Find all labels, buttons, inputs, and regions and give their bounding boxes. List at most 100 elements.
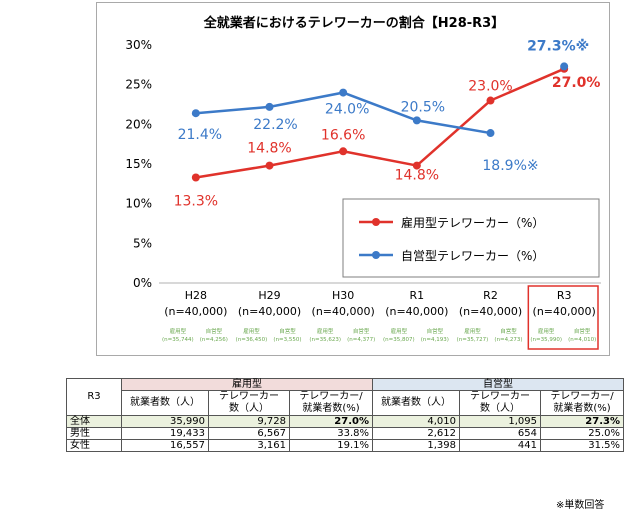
chart-panel: 全就業者におけるテレワーカーの割合【H28-R3】 0% 5% 10% 15% 20% 2… (96, 2, 610, 356)
x-sub-n-self: (n=4,256) (200, 337, 228, 343)
point-self (486, 129, 495, 138)
legend-marker (372, 218, 380, 226)
x-sub-label-employed: 雇用型 (243, 327, 260, 335)
point-self (265, 102, 274, 111)
table-corner: R3 (66, 378, 122, 416)
x-tick-sample: (n=40,000) (385, 305, 448, 318)
x-tick-label: H28 (185, 289, 207, 302)
x-sub-label-self: 自営型 (206, 327, 223, 335)
cell: 441 (459, 439, 541, 452)
highlight-box (527, 285, 599, 350)
col-teleworkers-self: テレワーカー 数（人） (459, 390, 541, 416)
cell: 25.0% (540, 427, 624, 440)
col-ratio-self: テレワーカー/就業者数(%) (540, 390, 624, 416)
cell: 16,557 (121, 439, 209, 452)
footnote: ※単数回答 (556, 500, 605, 511)
x-sub-n-employed: (n=36,450) (236, 337, 268, 343)
point-self (191, 109, 200, 118)
y-tick-label: 5% (133, 236, 152, 250)
point-self (412, 116, 421, 125)
data-label-employed: 14.8% (395, 168, 439, 184)
data-label-employed: 13.3% (174, 193, 218, 209)
x-tick-label: H29 (258, 289, 280, 302)
data-label-self: 27.3%※ (527, 38, 589, 54)
x-sub-label-employed: 雇用型 (391, 327, 408, 335)
cell: 654 (459, 427, 541, 440)
data-label-self: 21.4% (178, 127, 222, 143)
cell: 35,990 (121, 415, 209, 428)
group-self-header: 自営型 (372, 378, 624, 391)
x-sub-n-employed: (n=35,623) (309, 337, 341, 343)
x-tick-sample: (n=40,000) (238, 305, 301, 318)
col-teleworkers-employed: テレワーカー 数（人） (208, 390, 290, 416)
cell: 19,433 (121, 427, 209, 440)
x-tick-sample: (n=40,000) (312, 305, 375, 318)
x-sub-label-self: 自営型 (500, 327, 517, 335)
table-row: 全体 35,990 9,728 27.0% 4,010 1,095 27.3% (66, 415, 624, 428)
y-tick-label: 20% (125, 117, 152, 131)
y-tick-label: 30% (125, 38, 152, 52)
cell: 33.8% (289, 427, 373, 440)
legend-label: 自営型テレワーカー（%） (401, 249, 544, 263)
x-sub-label-self: 自営型 (279, 327, 296, 335)
row-label: 全体 (66, 415, 122, 428)
point-employed (265, 161, 274, 170)
point-employed (412, 161, 421, 170)
y-tick-label: 10% (125, 197, 152, 211)
series-line-employed (195, 67, 565, 179)
y-tick-label: 25% (125, 78, 152, 92)
data-label-self: 24.0% (325, 102, 369, 118)
cell: 3,161 (208, 439, 290, 452)
cell: 19.1% (289, 439, 373, 452)
row-label: 男性 (66, 427, 122, 440)
cell: 27.0% (289, 415, 373, 428)
telework-table: R3 雇用型 自営型 就業者数（人） テレワーカー 数（人） テレワーカー/就業者… (66, 378, 624, 452)
data-label-self: 22.2% (253, 117, 297, 133)
point-employed (191, 173, 200, 182)
table-row: 男性 19,433 6,567 33.8% 2,612 654 25.0% (66, 427, 624, 440)
x-sub-n-employed: (n=35,807) (383, 337, 415, 343)
cell: 1,398 (372, 439, 460, 452)
x-sub-n-employed: (n=35,744) (162, 337, 194, 343)
cell: 6,567 (208, 427, 290, 440)
x-sub-label-self: 自営型 (353, 327, 370, 335)
line-chart: 全就業者におけるテレワーカーの割合【H28-R3】 0% 5% 10% 15% 20% 2… (125, 15, 601, 350)
x-sub-n-self: (n=4,193) (421, 337, 449, 343)
x-sub-label-employed: 雇用型 (170, 327, 187, 335)
x-sub-n-self: (n=3,550) (273, 337, 301, 343)
x-sub-label-self: 自営型 (574, 327, 591, 335)
x-sub-n-self: (n=4,010) (568, 337, 596, 343)
x-sub-label-self: 自営型 (427, 327, 444, 335)
y-tick-label: 15% (125, 157, 152, 171)
x-tick-sample: (n=40,000) (459, 305, 522, 318)
table-row: 女性 16,557 3,161 19.1% 1,398 441 31.5% (66, 439, 624, 452)
axes: 0% 5% 10% 15% 20% 25% 30% H28 (n=40,000) 雇用型 自営型 (n… (125, 38, 601, 350)
cell: 31.5% (540, 439, 624, 452)
row-label: 女性 (66, 439, 122, 452)
col-workers-employed: 就業者数（人） (121, 390, 209, 416)
col-ratio-employed: テレワーカー/就業者数(%) (289, 390, 373, 416)
legend: 雇用型テレワーカー（%） 自営型テレワーカー（%） (342, 198, 600, 278)
point-self (339, 88, 348, 97)
x-sub-label-employed: 雇用型 (464, 327, 481, 335)
legend-box (342, 198, 600, 278)
x-sub-label-employed: 雇用型 (317, 327, 334, 335)
data-label-employed: 27.0% (552, 75, 601, 91)
legend-label: 雇用型テレワーカー（%） (401, 215, 544, 230)
data-label-self: 20.5% (401, 99, 445, 115)
col-workers-self: 就業者数（人） (372, 390, 460, 416)
cell: 27.3% (540, 415, 624, 428)
x-sub-n-employed: (n=35,990) (530, 337, 562, 343)
x-sub-n-self: (n=4,377) (347, 337, 375, 343)
x-sub-label-employed: 雇用型 (538, 327, 555, 335)
cell: 2,612 (372, 427, 460, 440)
point-self (560, 62, 569, 71)
chart-title: 全就業者におけるテレワーカーの割合【H28-R3】 (203, 15, 504, 31)
series-lines: 13.3% 14.8% 16.6% 14.8% 23.0% 27.0% 21.4% 22.2%… (174, 38, 601, 209)
x-tick-label: R3 (557, 289, 572, 302)
x-tick-sample: (n=40,000) (533, 305, 596, 318)
x-tick-label: H30 (332, 289, 354, 302)
x-sub-n-self: (n=4,273) (494, 337, 522, 343)
x-sub-n-employed: (n=35,727) (457, 337, 489, 343)
data-label-employed: 16.6% (321, 127, 365, 143)
